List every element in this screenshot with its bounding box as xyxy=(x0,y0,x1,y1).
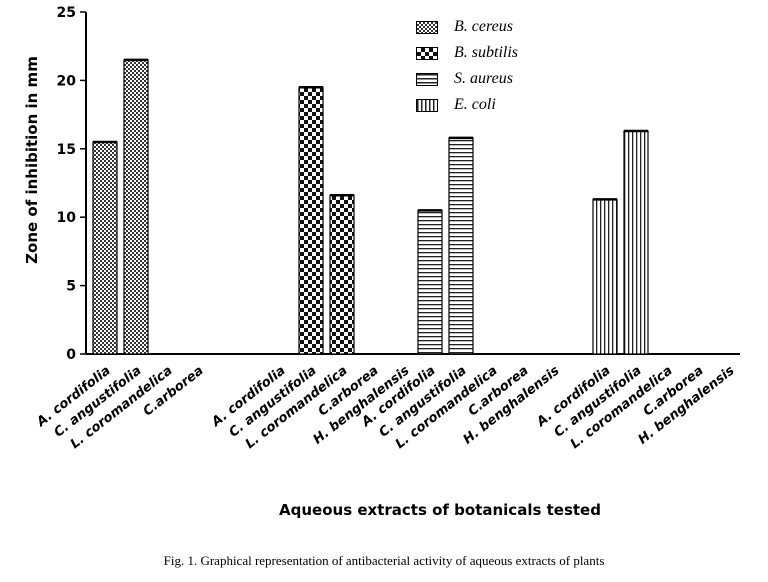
y-tick-label: 25 xyxy=(57,5,76,21)
y-tick-label: 20 xyxy=(57,73,77,89)
bar xyxy=(417,209,443,355)
bar xyxy=(592,198,618,355)
x-axis-title: Aqueous extracts of botanicals tested xyxy=(279,501,601,519)
y-tick-label: 15 xyxy=(57,142,76,158)
figure-caption: Fig. 1. Graphical representation of anti… xyxy=(163,553,605,568)
legend-swatch xyxy=(416,98,438,112)
y-tick-label: 0 xyxy=(66,347,76,363)
legend-item-b-cereus: B. cereus xyxy=(416,14,518,40)
bar xyxy=(448,137,474,355)
bar xyxy=(329,194,355,355)
y-axis-title: Zone of inhibition in mm xyxy=(23,56,41,264)
legend-item-s-aureus: S. aureus xyxy=(416,66,518,92)
bar xyxy=(623,130,649,355)
legend-label: B. cereus xyxy=(454,18,513,35)
legend-label: E. coli xyxy=(454,96,496,113)
legend-swatch xyxy=(416,46,438,60)
legend: B. cereus B. subtilis S. aureus E. coli xyxy=(416,14,518,118)
y-tick-label: 10 xyxy=(57,210,77,226)
legend-swatch xyxy=(416,72,438,86)
bar xyxy=(298,86,324,355)
bars xyxy=(92,58,649,355)
legend-item-e-coli: E. coli xyxy=(416,92,518,118)
legend-swatch xyxy=(416,20,438,34)
legend-label: B. subtilis xyxy=(454,44,519,61)
legend-item-b-subtilis: B. subtilis xyxy=(416,40,518,66)
bar xyxy=(92,141,118,355)
legend-label: S. aureus xyxy=(454,70,513,87)
y-tick-label: 5 xyxy=(66,279,76,295)
bar xyxy=(123,59,149,355)
